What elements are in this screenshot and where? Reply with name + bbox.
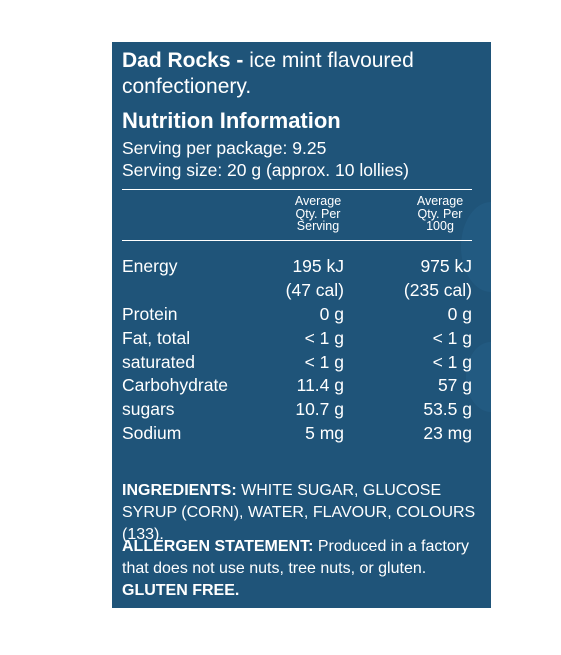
- column-header-line: Qty. Per: [417, 206, 463, 221]
- nutrition-label-panel: Dad Rocks - ice mint flavoured confectio…: [112, 42, 491, 608]
- value-per-100g: 0 g: [447, 304, 472, 324]
- value-per-100g: < 1 g: [432, 352, 472, 372]
- column-header-line: 100g: [426, 219, 454, 233]
- table-top-rule: [122, 189, 472, 190]
- nutrition-row: Protein 0 g 0 g: [122, 302, 472, 326]
- value-per-serving: 0 g: [319, 304, 344, 324]
- column-header-line: Serving: [296, 219, 340, 233]
- gluten-free-claim: GLUTEN FREE.: [122, 582, 240, 599]
- servings-per-package: Serving per package: 9.25: [122, 138, 327, 158]
- product-description: ice mint flavoured confectionery.: [122, 49, 414, 98]
- nutrient-label: Protein: [122, 304, 178, 324]
- value-per-100g: 53.5 g: [423, 399, 472, 419]
- value-per-serving: 5 mg: [305, 423, 344, 443]
- product-name: Dad Rocks -: [122, 49, 244, 72]
- ingredients-text: WHITE SUGAR, GLUCOSE SYRUP (CORN), WATER…: [122, 482, 476, 543]
- nutrition-row: saturated < 1 g < 1 g: [122, 350, 472, 374]
- value-per-serving: (47 cal): [285, 280, 344, 300]
- column-header-per-100g: Average Qty. Per 100g: [398, 195, 482, 233]
- value-per-serving: 11.4 g: [296, 375, 344, 395]
- column-header-line: Average: [294, 194, 342, 208]
- nutrient-label: Energy: [122, 256, 178, 276]
- nutrition-heading: Nutrition Information: [122, 108, 341, 133]
- value-per-serving: < 1 g: [304, 352, 344, 372]
- column-header-per-serving: Average Qty. Per Serving: [272, 195, 364, 233]
- serving-size: Serving size: 20 g (approx. 10 lollies): [122, 160, 409, 180]
- nutrition-row: Carbohydrate 11.4 g 57 g: [122, 373, 472, 397]
- value-per-100g: 57 g: [437, 375, 472, 395]
- table-header-rule: [122, 240, 472, 241]
- nutrient-label: Fat, total: [122, 328, 191, 348]
- value-per-serving: 10.7 g: [295, 399, 344, 419]
- value-per-serving: 195 kJ: [292, 256, 344, 276]
- value-per-100g: < 1 g: [432, 328, 472, 348]
- nutrition-row: (47 cal) (235 cal): [122, 278, 472, 302]
- nutrition-row: sugars 10.7 g 53.5 g: [122, 397, 472, 421]
- allergen-label: ALLERGEN STATEMENT:: [122, 538, 314, 555]
- allergen-text: Produced in a factory that does not use …: [122, 538, 470, 577]
- nutrient-label: Sodium: [122, 423, 182, 443]
- ingredients-label: INGREDIENTS:: [122, 482, 237, 499]
- value-per-serving: < 1 g: [304, 328, 344, 348]
- nutrition-row: Energy 195 kJ 975 kJ: [122, 254, 472, 278]
- column-header-line: Average: [416, 194, 464, 208]
- nutrition-row: Fat, total < 1 g < 1 g: [122, 326, 472, 350]
- allergen-statement: ALLERGEN STATEMENT: Produced in a factor…: [122, 536, 482, 602]
- product-title: Dad Rocks - ice mint flavoured confectio…: [122, 48, 482, 100]
- column-header-line: Qty. Per: [295, 206, 341, 221]
- value-per-100g: (235 cal): [403, 280, 472, 300]
- nutrient-label: Carbohydrate: [122, 375, 229, 395]
- value-per-100g: 975 kJ: [420, 256, 472, 276]
- nutrition-row: Sodium 5 mg 23 mg: [122, 421, 472, 445]
- value-per-100g: 23 mg: [423, 423, 472, 443]
- ingredients-statement: INGREDIENTS: WHITE SUGAR, GLUCOSE SYRUP …: [122, 480, 482, 546]
- nutrient-label: sugars: [122, 399, 175, 419]
- nutrient-label: saturated: [122, 352, 195, 372]
